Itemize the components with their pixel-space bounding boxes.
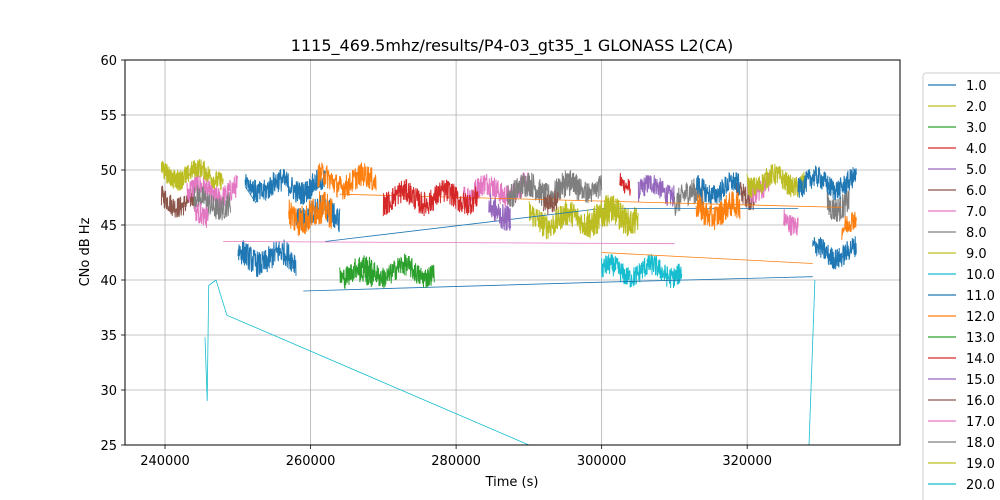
legend-label: 14.0 — [966, 352, 995, 367]
plot-frame — [124, 59, 901, 446]
y-tick-label: 25 — [100, 439, 117, 454]
series-line-9.0 — [160, 159, 224, 191]
series-line-12.0 — [841, 211, 857, 240]
series-line-14.0 — [382, 179, 479, 217]
series-connector-12.0 — [339, 193, 842, 208]
y-tick-label: 45 — [100, 219, 117, 234]
series-line-9.0 — [528, 200, 610, 241]
series-line-10.0 — [601, 254, 683, 289]
legend-label: 7.0 — [966, 205, 987, 220]
y-axis-label: CNo dB Hz — [78, 217, 93, 286]
series-connector-10.0 — [204, 279, 530, 445]
series-line-12.0 — [288, 191, 333, 236]
series-line-18.0 — [564, 170, 603, 204]
series-line-3.0 — [357, 263, 373, 288]
y-tick-label: 55 — [100, 109, 117, 124]
legend-label: 3.0 — [966, 121, 987, 136]
x-tick-label: 300000 — [577, 454, 627, 469]
legend-label: 19.0 — [966, 457, 995, 472]
legend-label: 9.0 — [966, 247, 987, 262]
series-connector-17.0 — [223, 241, 675, 245]
series-connector-10.0 — [808, 279, 816, 445]
series-line-5.0 — [637, 174, 675, 207]
legend-frame — [922, 72, 1000, 500]
chart-title: 1115_469.5mhz/results/P4-03_gt35_1 GLONA… — [291, 36, 733, 56]
series-line-11.0 — [797, 165, 857, 201]
series-line-12.0 — [695, 191, 741, 231]
legend-label: 20.0 — [966, 478, 995, 493]
series-line-7.0 — [186, 173, 239, 210]
y-ticks: 25 30 35 40 45 50 55 60 — [100, 54, 125, 454]
series-line-6.0 — [160, 185, 195, 218]
legend-label: 2.0 — [966, 100, 987, 115]
legend-label: 1.0 — [966, 79, 987, 94]
series-line-11.0 — [237, 239, 297, 277]
legend-label: 15.0 — [966, 373, 995, 388]
series-line-17.0 — [193, 202, 210, 228]
x-ticks: 240000 260000 280000 300000 320000 — [140, 445, 772, 469]
series-line-4.0 — [619, 172, 631, 196]
x-tick-label: 240000 — [140, 454, 190, 469]
series-connector-11.0 — [303, 276, 813, 292]
legend-label: 17.0 — [966, 415, 995, 430]
series-line-9.0 — [746, 163, 806, 199]
legend-label: 11.0 — [966, 289, 995, 304]
y-tick-label: 50 — [100, 164, 117, 179]
y-tick-label: 35 — [100, 329, 117, 344]
legend-label: 12.0 — [966, 310, 995, 325]
legend: 1.0 2.0 3.0 4.0 5.0 6.0 7.0 8.0 9.0 10.0 11.0 12.0 1… — [922, 72, 1000, 500]
legend-label: 8.0 — [966, 226, 987, 241]
legend-label: 18.0 — [966, 436, 995, 451]
series-line-11.0 — [251, 169, 326, 205]
series-line-7.0 — [783, 209, 799, 236]
series-line-13.0 — [339, 253, 435, 290]
legend-label: 16.0 — [966, 394, 995, 409]
legend-label: 4.0 — [966, 142, 987, 157]
legend-label: 6.0 — [966, 184, 987, 199]
series-line-11.0 — [812, 236, 857, 270]
y-tick-label: 60 — [100, 54, 117, 69]
series-connector-12.0 — [601, 252, 813, 264]
legend-label: 5.0 — [966, 163, 987, 178]
y-tick-label: 30 — [100, 384, 117, 399]
x-axis-label: Time (s) — [485, 475, 539, 490]
series-line-8.0 — [826, 187, 850, 222]
x-tick-label: 280000 — [431, 454, 481, 469]
legend-label: 13.0 — [966, 331, 995, 346]
x-tick-label: 260000 — [286, 454, 336, 469]
y-tick-label: 40 — [100, 274, 117, 289]
series-line-19.0 — [586, 195, 624, 234]
series-line-12.0 — [317, 162, 377, 200]
legend-label: 10.0 — [966, 268, 995, 283]
x-tick-label: 320000 — [722, 454, 772, 469]
plot-lines — [160, 159, 857, 445]
series-line-8.0 — [506, 172, 581, 208]
series-line-11.0 — [695, 172, 741, 205]
series-line-16.0 — [542, 190, 559, 215]
series-line-15.0 — [488, 193, 512, 231]
